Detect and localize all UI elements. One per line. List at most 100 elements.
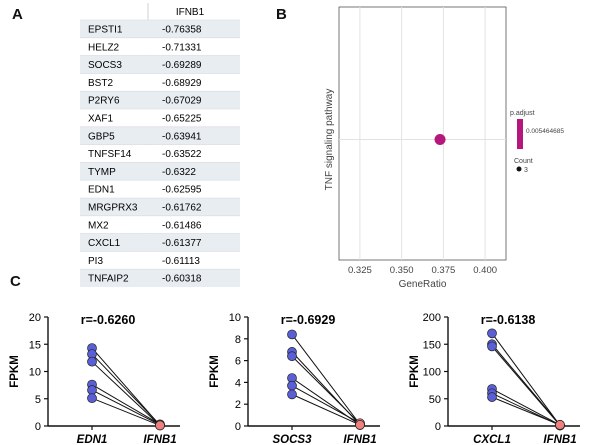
table-row: [80, 109, 240, 127]
point-first: [287, 389, 297, 400]
table-gene-name: HELZ2: [88, 42, 120, 53]
table-row: [80, 198, 240, 216]
pair-line: [91, 353, 161, 426]
point-first: [287, 380, 297, 391]
category-label: IFNB1: [143, 434, 176, 445]
table-correlation-value: -0.61762: [162, 203, 202, 214]
y-tick-label: 10: [29, 367, 41, 379]
correlation-table: IFNB1 EPSTI1 -0.76358 HELZ2 -0.71331 SOCS3 -0.…: [80, 3, 240, 287]
pair-line: [291, 355, 361, 425]
panel-label-b: B: [276, 6, 287, 23]
table-correlation-value: -0.63941: [162, 131, 202, 142]
y-tick-label: 50: [429, 394, 441, 406]
table-column-header: IFNB1: [176, 7, 205, 18]
panel-label-c: C: [10, 273, 21, 290]
table-gene-name: TNFSF14: [88, 149, 132, 160]
x-tick-label: 0.375: [431, 265, 455, 276]
table-correlation-value: -0.67029: [162, 96, 202, 107]
legend-color-title: p.adjust: [510, 110, 535, 117]
legend-size-title: Count: [514, 158, 533, 165]
pair-line: [491, 346, 561, 426]
legend-color-bar: [517, 119, 523, 149]
pair-line: [291, 393, 361, 426]
table-correlation-value: -0.6322: [162, 167, 196, 178]
pair-line: [291, 385, 361, 424]
pair-line: [291, 334, 361, 425]
y-axis-label: TNF signaling pathway: [324, 89, 335, 191]
y-tick-label: 5: [35, 394, 41, 406]
table-correlation-value: -0.69289: [162, 60, 202, 71]
y-tick-label: 2: [235, 399, 241, 411]
point-first: [487, 392, 497, 402]
point-first: [87, 393, 97, 404]
y-tick-label: 0: [235, 421, 241, 433]
point-first: [87, 385, 97, 395]
table-gene-name: BST2: [88, 78, 113, 89]
y-axis-label: FPKM: [409, 355, 421, 388]
table-row: [80, 233, 240, 252]
point-first: [287, 329, 297, 340]
y-tick-label: 6: [235, 356, 241, 368]
table-row: [80, 144, 240, 163]
table-gene-name: EPSTI1: [88, 25, 123, 36]
table-correlation-value: -0.61113: [162, 256, 200, 267]
pair-line: [91, 397, 161, 426]
y-tick-label: 10: [229, 312, 241, 324]
table-gene-name: P2RY6: [88, 96, 120, 107]
table-correlation-value: -0.60318: [162, 274, 202, 285]
table-gene-name: CXCL1: [88, 238, 121, 249]
table-correlation-value: -0.63522: [162, 149, 202, 160]
plot-frame: [338, 6, 507, 261]
point-first: [487, 341, 497, 352]
point-first: [87, 356, 97, 367]
y-axis-label: FPKM: [209, 355, 221, 388]
y-tick-label: 20: [29, 312, 41, 324]
table-gene-name: TYMP: [88, 167, 116, 178]
pair-line: [491, 388, 561, 426]
category-label: CXCL1: [473, 434, 511, 445]
y-axis-label: FPKM: [9, 355, 21, 388]
correlation-title: r=-0.6260: [81, 313, 136, 327]
x-tick-label: 0.350: [390, 265, 414, 276]
table-row: [80, 55, 240, 74]
table-row: [80, 269, 240, 287]
table-correlation-value: -0.62595: [162, 185, 202, 196]
table-gene-name: XAF1: [88, 114, 113, 125]
category-label: IFNB1: [343, 434, 376, 445]
pair-line: [491, 343, 561, 426]
panel-label-a: A: [12, 6, 23, 23]
y-tick-label: 0: [435, 421, 441, 433]
pair-line: [491, 333, 561, 426]
category-label: EDN1: [77, 434, 108, 445]
pair-line: [491, 396, 561, 426]
y-tick-label: 200: [423, 312, 441, 324]
paired-plot-socs3: r=-0.6929 0 2 4 6 8 10 FPKM SOCS3 IFNB1: [209, 312, 380, 445]
paired-plot-cxcl1: r=-0.6138 0 50 100 150 200 FPKM CXCL1 IFNB1: [409, 312, 580, 445]
point-second: [355, 420, 365, 430]
table-gene-name: MRGPRX3: [88, 203, 138, 214]
table-correlation-value: -0.68929: [162, 78, 202, 89]
enrichment-dot-plot: 0.325 0.350 0.375 0.400 GeneRatio TNF signali…: [324, 6, 564, 290]
table-correlation-value: -0.65225: [162, 114, 202, 125]
y-tick-label: 15: [29, 339, 41, 351]
y-tick-label: 4: [235, 377, 241, 389]
table-correlation-value: -0.71331: [162, 42, 202, 53]
table-row: [80, 215, 240, 234]
point-first: [287, 351, 297, 362]
table-gene-name: SOCS3: [88, 60, 122, 71]
table-gene-name: GBP5: [88, 131, 115, 142]
pair-line: [91, 389, 161, 426]
y-tick-label: 150: [423, 339, 441, 351]
y-tick-label: 8: [235, 334, 241, 346]
paired-plot-edn1: r=-0.6260 0 5 10 15 20 FPKM EDN1 IFNB1: [9, 312, 180, 445]
legend-size-dot: [516, 166, 522, 172]
table-row: [80, 20, 240, 38]
table-row: [80, 126, 240, 145]
x-tick-label: 0.400: [473, 265, 497, 276]
table-correlation-value: -0.76358: [162, 25, 202, 36]
table-row: [80, 180, 240, 198]
table-row: [80, 37, 240, 56]
table-row: [80, 251, 240, 270]
table-gene-name: TNFAIP2: [88, 274, 129, 285]
legend-color-value: 0.005464685: [526, 128, 564, 135]
